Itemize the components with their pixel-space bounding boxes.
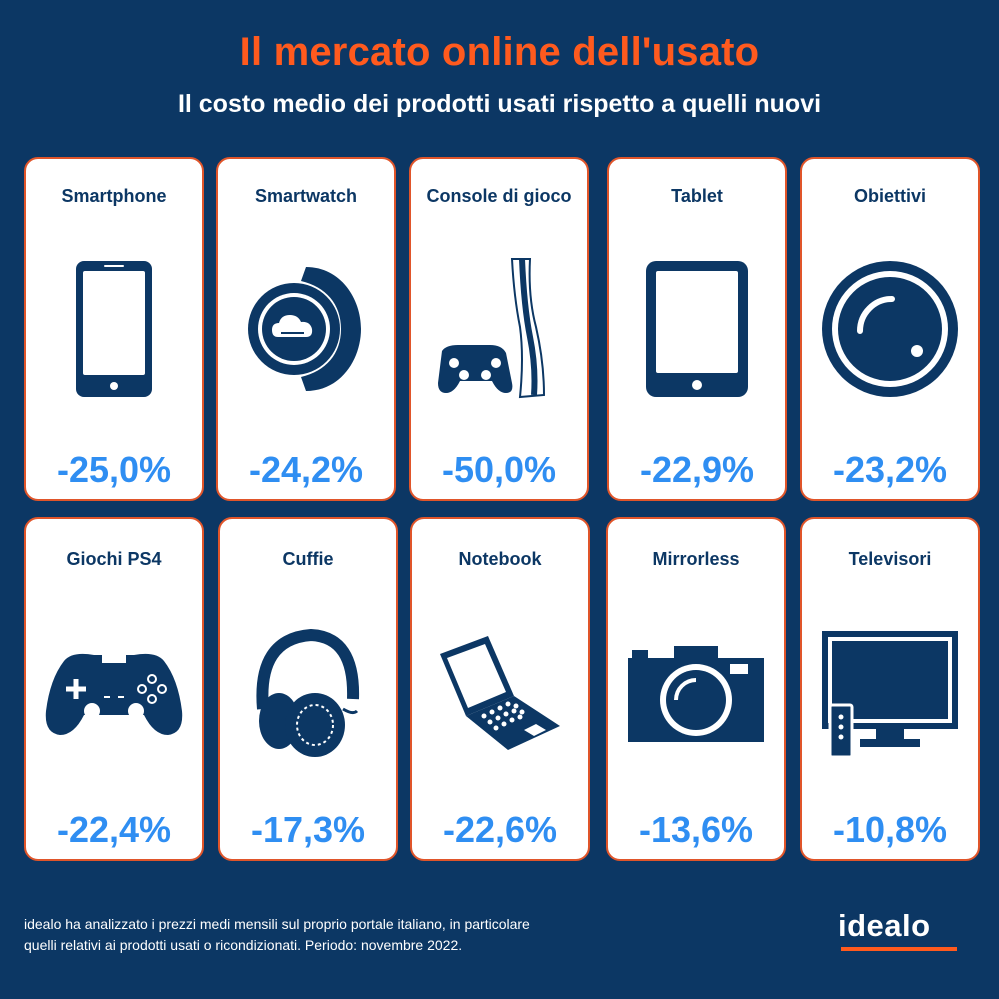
gamepad-icon (26, 619, 202, 769)
card-name: Console di gioco (426, 186, 572, 206)
card-name: Obiettivi (853, 186, 926, 206)
camera-icon (608, 619, 784, 769)
card-value: -13,6% (638, 809, 754, 850)
card-console-di-gioco: Console di gioco -50,0% (409, 157, 589, 501)
card-tablet: Tablet -22,9% (607, 157, 787, 501)
card-value: -50,0% (441, 449, 557, 490)
card-giochi-ps4: Giochi PS4 -22,4% (24, 517, 204, 861)
card-name: Cuffie (282, 549, 334, 569)
page-subtitle: Il costo medio dei prodotti usati rispet… (177, 90, 822, 118)
card-smartwatch: Smartwatch -24,2% (216, 157, 396, 501)
card-value: -23,2% (832, 449, 948, 490)
camera-lens-icon (802, 254, 978, 404)
card-name: Giochi PS4 (66, 549, 162, 569)
card-value: -24,2% (248, 449, 364, 490)
card-name: Mirrorless (652, 549, 740, 569)
card-mirrorless: Mirrorless -13,6% (606, 517, 786, 861)
card-value: -22,9% (639, 449, 755, 490)
card-cuffie: Cuffie -17,3% (218, 517, 398, 861)
laptop-icon (412, 619, 588, 769)
television-icon (802, 619, 978, 769)
card-value: -25,0% (56, 449, 172, 490)
card-value: -22,4% (56, 809, 172, 850)
card-value: -22,6% (442, 809, 558, 850)
card-name: Smartphone (61, 186, 167, 206)
card-televisori: Televisori -10,8% (800, 517, 980, 861)
footer-note: idealo ha analizzato i prezzi medi mensi… (24, 914, 664, 956)
headphones-icon (220, 619, 396, 769)
tablet-icon (609, 254, 785, 404)
card-name: Televisori (848, 549, 932, 569)
card-smartphone: Smartphone -25,0% (24, 157, 204, 501)
footer-line-2: quelli relativi ai prodotti usati o rico… (24, 937, 463, 953)
smartphone-icon (26, 254, 202, 404)
page-title: Il mercato online dell'usato (239, 30, 760, 74)
card-obiettivi: Obiettivi -23,2% (800, 157, 980, 501)
idealo-logo: idealo (838, 908, 931, 943)
smartwatch-icon (218, 254, 394, 404)
card-notebook: Notebook -22,6% (410, 517, 590, 861)
card-name: Smartwatch (254, 186, 358, 206)
card-value: -17,3% (250, 809, 366, 850)
card-value: -10,8% (832, 809, 948, 850)
game-console-icon (411, 254, 587, 404)
card-name: Tablet (671, 186, 723, 206)
card-name: Notebook (458, 549, 542, 569)
footer-line-1: idealo ha analizzato i prezzi medi mensi… (24, 916, 530, 932)
logo-underline (841, 947, 957, 951)
